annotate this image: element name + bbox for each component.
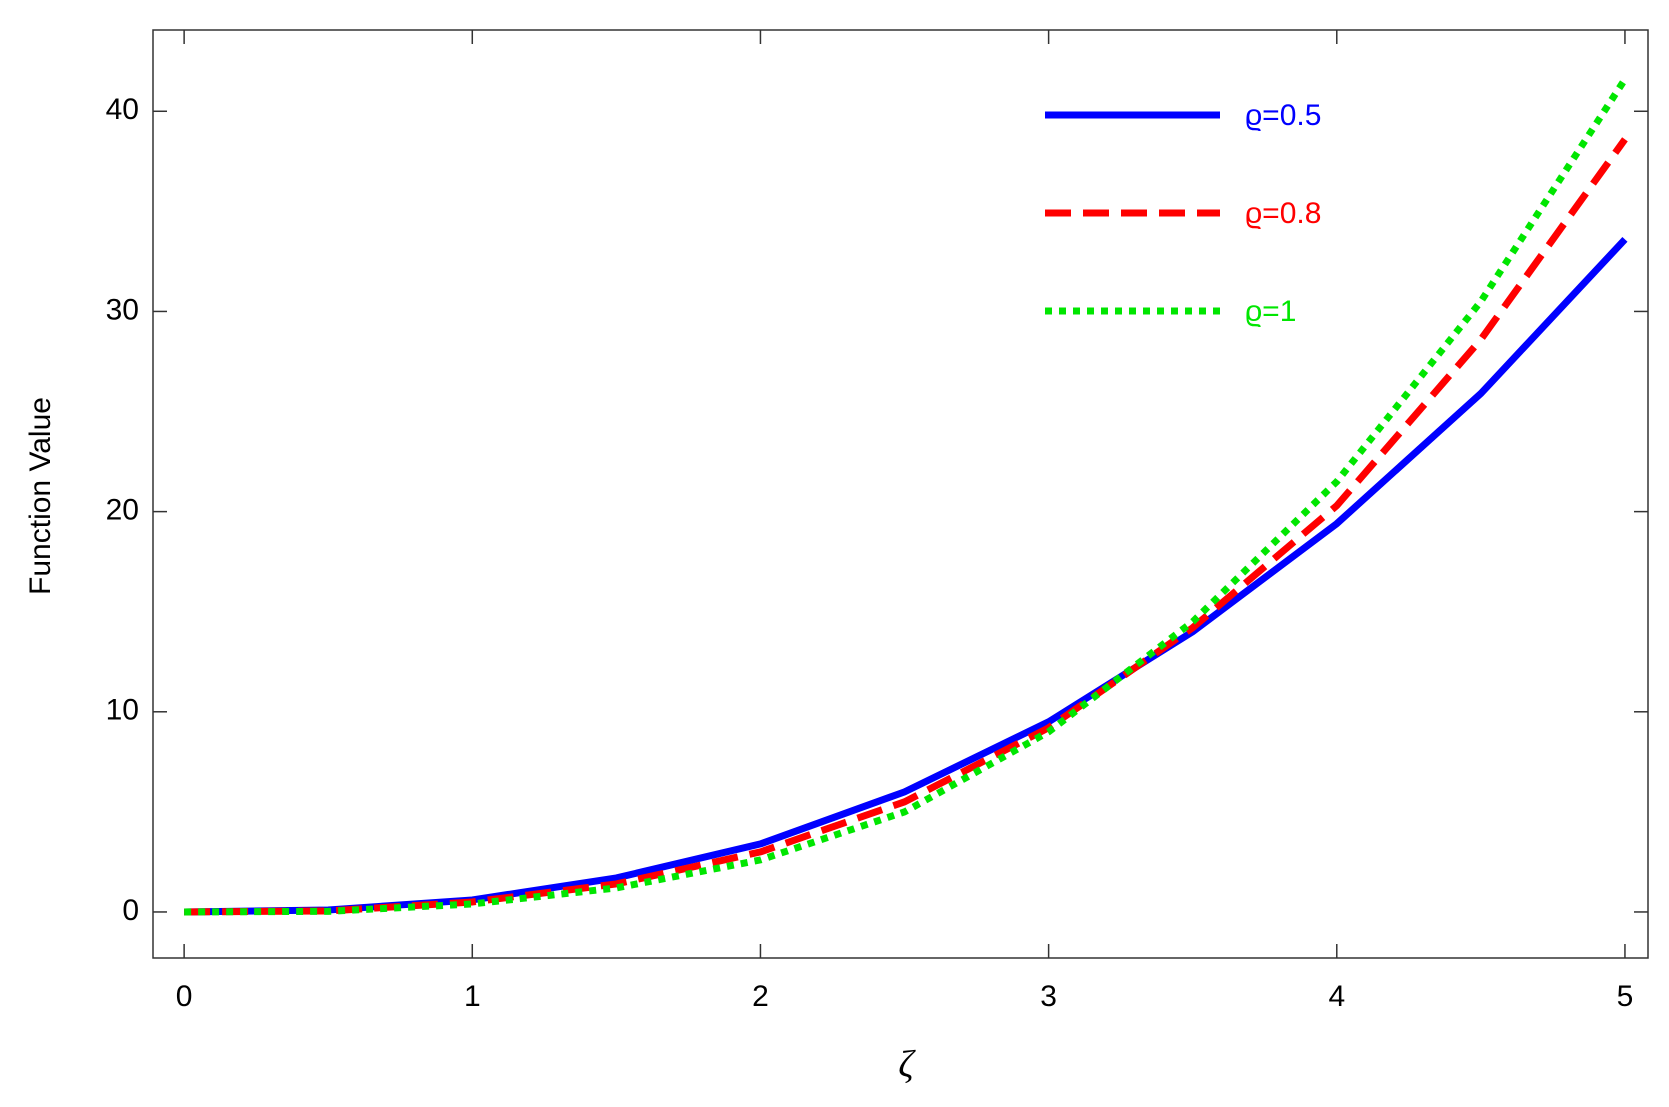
series-line (184, 137, 1628, 916)
y-tick-label: 20 (106, 494, 139, 527)
legend-label: ϱ=0.5 (1245, 99, 1321, 132)
y-axis-label: Function Value (24, 397, 57, 595)
x-tick-label: 3 (1040, 980, 1057, 1013)
legend-label: ϱ=1 (1245, 295, 1296, 328)
x-tick-label: 5 (1617, 980, 1634, 1013)
x-tick-label: 1 (464, 980, 481, 1013)
x-tick-label: 0 (176, 980, 193, 1013)
plot-frame (152, 29, 1649, 959)
legend-label: ϱ=0.8 (1245, 197, 1321, 230)
y-tick-label: 0 (122, 894, 139, 927)
y-tick-label: 40 (106, 93, 139, 126)
x-axis-label: ζ (898, 1044, 916, 1086)
x-tick-label: 4 (1328, 980, 1345, 1013)
series-line (184, 77, 1628, 916)
y-tick-label: 30 (106, 293, 139, 326)
y-tick-label: 10 (106, 694, 139, 727)
x-tick-label: 2 (752, 980, 769, 1013)
